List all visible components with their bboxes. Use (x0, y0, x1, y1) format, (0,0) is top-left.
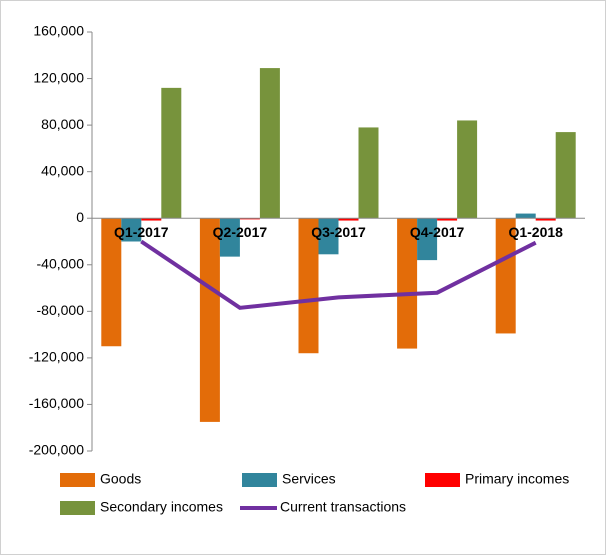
bar (259, 68, 280, 219)
bar (515, 213, 536, 219)
x-tick-label: Q2-2017 (213, 224, 268, 240)
legend-label: Services (282, 471, 336, 487)
bar (318, 218, 339, 255)
bar (437, 218, 458, 221)
bar (555, 132, 576, 219)
y-tick-label: -80,000 (37, 302, 85, 318)
y-tick-label: 120,000 (33, 69, 84, 85)
legend-label: Goods (100, 471, 141, 487)
bar (457, 120, 478, 219)
legend-label: Secondary incomes (100, 499, 223, 515)
bar (358, 127, 379, 219)
bar (101, 218, 122, 347)
bar (338, 218, 359, 221)
bar (121, 218, 142, 242)
bar (161, 87, 182, 219)
y-tick-label: -200,000 (29, 442, 84, 458)
legend-swatch (60, 501, 95, 515)
x-tick-label: Q1-2017 (114, 224, 169, 240)
bar (535, 218, 556, 221)
legend-swatch (242, 473, 277, 487)
y-tick-label: -120,000 (29, 349, 84, 365)
y-tick-label: 40,000 (41, 162, 84, 178)
bar (298, 218, 319, 354)
legend-label: Current transactions (280, 499, 406, 515)
bar (141, 218, 162, 221)
y-tick-label: -160,000 (29, 395, 84, 411)
y-tick-label: 80,000 (41, 116, 84, 132)
x-tick-label: Q3-2017 (311, 224, 366, 240)
bar (199, 218, 220, 422)
legend-label: Primary incomes (465, 471, 569, 487)
legend-swatch (60, 473, 95, 487)
bar (239, 218, 260, 220)
legend-swatch (425, 473, 460, 487)
y-tick-label: 160,000 (33, 23, 84, 39)
bar (397, 218, 418, 349)
bar (219, 218, 240, 257)
y-tick-label: 0 (76, 209, 84, 225)
x-tick-label: Q4-2017 (410, 224, 465, 240)
y-tick-label: -40,000 (37, 255, 85, 271)
line (140, 239, 537, 310)
bar (417, 218, 438, 261)
x-tick-label: Q1-2018 (508, 224, 563, 240)
bar (495, 218, 516, 334)
